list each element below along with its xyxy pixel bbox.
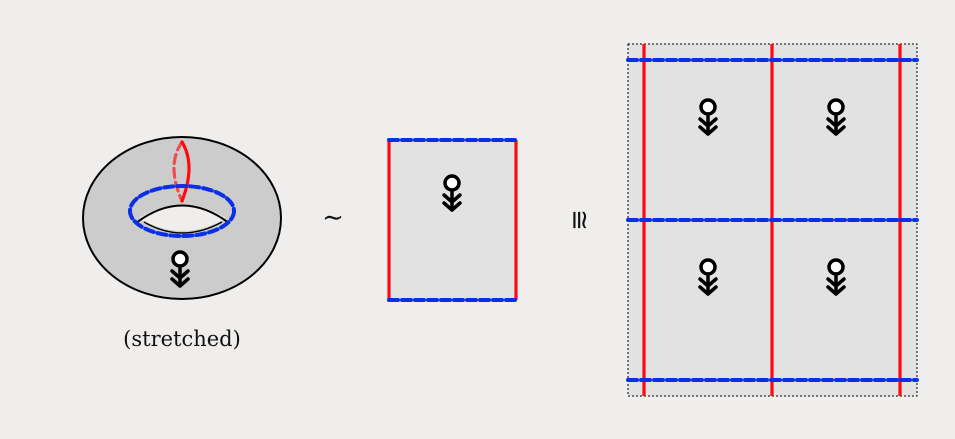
square-group: [389, 140, 516, 300]
torus-caption: (stretched): [123, 327, 241, 351]
square-body: [389, 140, 516, 300]
homotopy-symbol: ∼: [322, 203, 344, 233]
congruence-symbol: ≅: [564, 209, 594, 231]
torus-group: (stretched): [83, 137, 281, 351]
grid-group: [628, 44, 917, 396]
